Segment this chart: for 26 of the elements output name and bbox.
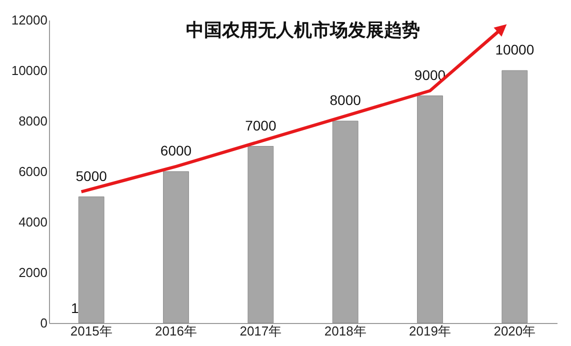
- x-tick-label: 2018年: [324, 324, 366, 338]
- y-tick-label: 0: [40, 316, 48, 330]
- y-tick-label: 2000: [18, 265, 48, 280]
- bar: [332, 120, 358, 324]
- data-label: 5000: [76, 168, 108, 184]
- bar: [248, 146, 274, 324]
- y-tick-label: 12000: [11, 12, 48, 28]
- data-label: 10000: [495, 42, 534, 58]
- y-tick-label: 8000: [18, 114, 48, 128]
- data-label: 6000: [160, 142, 192, 158]
- x-tick-label: 2020年: [494, 324, 536, 338]
- x-tick-label: 2015年: [70, 324, 112, 338]
- bar: [417, 96, 443, 324]
- data-label: 7000: [245, 117, 276, 134]
- x-tick-label: 2017年: [240, 324, 282, 338]
- x-tick-label: 2016年: [155, 324, 197, 338]
- bar: [163, 171, 189, 324]
- bar: [78, 196, 104, 324]
- chart-title: 中国农用无人机市场发展趋势: [186, 20, 420, 40]
- bar: [502, 70, 528, 324]
- annotation: 1: [71, 300, 79, 316]
- y-tick-label: 10000: [11, 63, 48, 78]
- y-tick-label: 6000: [18, 164, 48, 179]
- x-tick-label: 2019年: [409, 324, 451, 338]
- y-tick-label: 4000: [18, 214, 48, 230]
- data-label: 8000: [330, 92, 362, 108]
